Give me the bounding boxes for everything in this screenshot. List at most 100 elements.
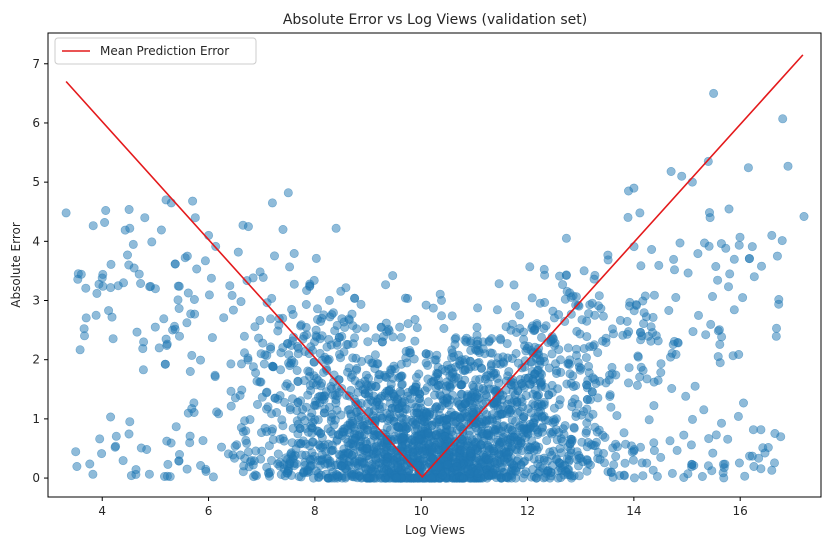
- scatter-point: [210, 370, 220, 380]
- scatter-point: [527, 293, 537, 303]
- scatter-point: [635, 327, 645, 337]
- scatter-point: [667, 383, 677, 393]
- scatter-point: [440, 431, 450, 441]
- scatter-point: [262, 298, 272, 308]
- scatter-point: [346, 411, 356, 421]
- scatter-point: [638, 471, 648, 481]
- scatter-point: [230, 441, 240, 451]
- scatter-point: [547, 450, 557, 460]
- scatter-point: [414, 435, 424, 445]
- scatter-point: [340, 322, 350, 332]
- scatter-point: [487, 410, 497, 420]
- scatter-point: [729, 254, 739, 264]
- scatter-point: [319, 391, 329, 401]
- scatter-point: [250, 322, 260, 332]
- scatter-point: [656, 359, 666, 369]
- scatter-point: [664, 305, 674, 315]
- scatter-point: [239, 331, 249, 341]
- scatter-point: [285, 458, 295, 468]
- scatter-point: [707, 291, 717, 301]
- scatter-point: [283, 339, 293, 349]
- scatter-point: [433, 369, 443, 379]
- scatter-point: [285, 402, 295, 412]
- scatter-point: [569, 422, 579, 432]
- scatter-point: [389, 392, 399, 402]
- scatter-point: [289, 279, 299, 289]
- scatter-point: [243, 355, 253, 365]
- scatter-point: [530, 385, 540, 395]
- scatter-point: [528, 464, 538, 474]
- scatter-point: [772, 251, 782, 261]
- scatter-point: [725, 269, 735, 279]
- scatter-point: [665, 436, 675, 446]
- scatter-point: [456, 380, 466, 390]
- scatter-point: [264, 471, 274, 481]
- scatter-point: [189, 294, 199, 304]
- scatter-point: [720, 459, 730, 469]
- scatter-point: [475, 374, 485, 384]
- scatter-point: [566, 292, 576, 302]
- scatter-point: [432, 402, 442, 412]
- scatter-point: [296, 439, 306, 449]
- scatter-point: [311, 253, 321, 263]
- scatter-point: [250, 470, 260, 480]
- x-axis-ticks: 4 6 8 10 12 14 16: [98, 497, 748, 518]
- scatter-point: [170, 259, 180, 269]
- scatter-point: [484, 336, 494, 346]
- scatter-point: [687, 177, 697, 187]
- scatter-point: [715, 339, 725, 349]
- scatter-point: [350, 293, 360, 303]
- scatter-point: [356, 432, 366, 442]
- scatter-point: [175, 331, 185, 341]
- scatter-point: [324, 295, 334, 305]
- scatter-point: [123, 250, 133, 260]
- scatter-point: [225, 281, 235, 291]
- scatter-point: [506, 380, 516, 390]
- scatter-point: [536, 332, 546, 342]
- scatter-point: [478, 384, 488, 394]
- scatter-point: [582, 404, 592, 414]
- scatter-point: [301, 402, 311, 412]
- plot-area: [61, 54, 809, 483]
- scatter-point: [516, 460, 526, 470]
- scatter-point: [100, 218, 110, 228]
- scatter-point: [563, 343, 573, 353]
- x-tick-label: 6: [205, 504, 213, 518]
- scatter-point: [433, 380, 443, 390]
- scatter-point: [666, 167, 676, 177]
- scatter-point: [363, 337, 373, 347]
- scatter-point: [699, 238, 709, 248]
- scatter-point: [460, 399, 470, 409]
- scatter-point: [483, 470, 493, 480]
- scatter-point: [615, 315, 625, 325]
- scatter-point: [559, 429, 569, 439]
- scatter-point: [302, 285, 312, 295]
- scatter-point: [316, 443, 326, 453]
- scatter-point: [607, 324, 617, 334]
- scatter-point: [515, 310, 525, 320]
- scatter-point: [106, 259, 116, 269]
- scatter-point: [238, 467, 248, 477]
- scatter-point: [362, 451, 372, 461]
- scatter-point: [517, 378, 527, 388]
- scatter-point: [412, 323, 422, 333]
- scatter-point: [703, 156, 713, 166]
- scatter-point: [187, 350, 197, 360]
- scatter-point: [536, 377, 546, 387]
- scatter-point: [683, 268, 693, 278]
- scatter-point: [302, 330, 312, 340]
- scatter-point: [344, 315, 354, 325]
- scatter-point: [301, 299, 311, 309]
- scatter-point: [468, 380, 478, 390]
- scatter-point: [350, 333, 360, 343]
- scatter-point: [124, 205, 134, 215]
- scatter-point: [574, 453, 584, 463]
- scatter-point: [582, 394, 592, 404]
- scatter-point: [555, 395, 565, 405]
- scatter-point: [623, 378, 633, 388]
- scatter-point: [574, 301, 584, 311]
- scatter-point: [683, 469, 693, 479]
- scatter-point: [337, 314, 347, 324]
- scatter-point: [411, 382, 421, 392]
- scatter-point: [770, 428, 780, 438]
